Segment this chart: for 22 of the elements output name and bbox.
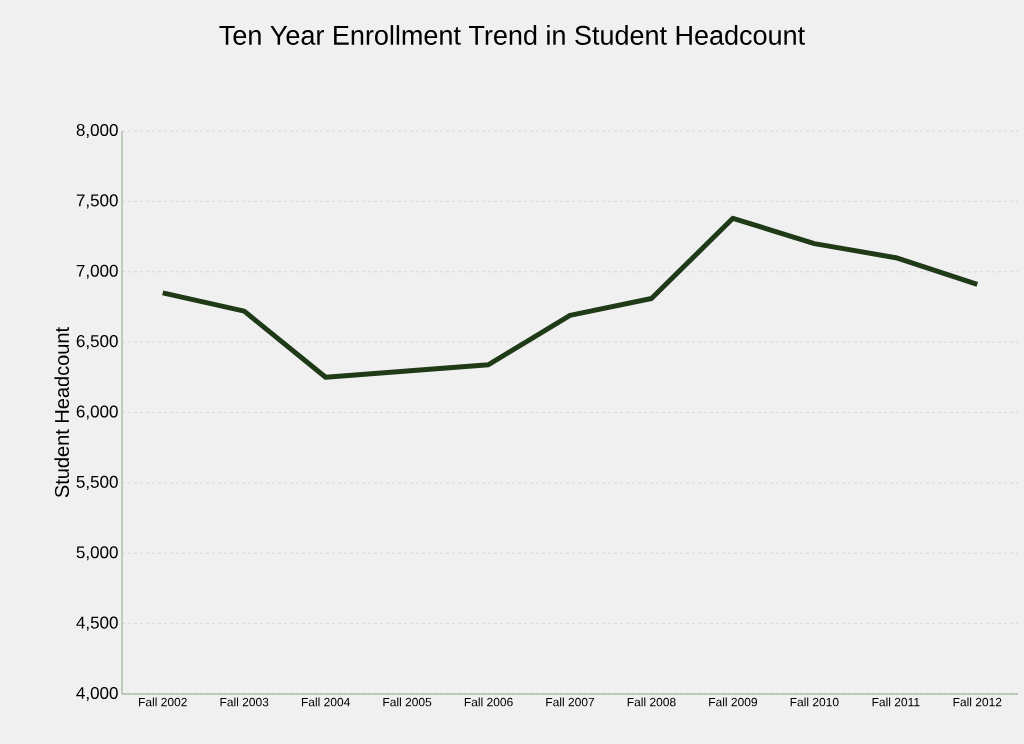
y-tick-label: 5,500	[76, 475, 118, 490]
y-tick-label: 4,500	[76, 616, 118, 631]
x-tick-label: Fall 2011	[872, 697, 920, 707]
x-tick-label: Fall 2003	[220, 697, 269, 707]
y-tick-label: 7,000	[76, 264, 118, 279]
x-tick-label: Fall 2009	[709, 697, 758, 707]
x-tick-label: Fall 2002	[139, 697, 187, 707]
x-tick-label: Fall 2007	[546, 697, 595, 707]
y-tick-label: 7,500	[76, 194, 118, 209]
y-axis-title: Student Headcount	[54, 327, 70, 498]
x-tick-label: Fall 2004	[301, 697, 350, 707]
y-tick-label: 5,000	[76, 546, 118, 561]
y-tick-label: 6,000	[76, 405, 118, 420]
x-tick-label: Fall 2008	[627, 697, 676, 707]
y-tick-label: 6,500	[76, 335, 118, 350]
y-tick-label: 8,000	[76, 123, 118, 139]
x-tick-label: Fall 2006	[464, 697, 513, 707]
y-tick-label: 4,000	[76, 686, 118, 702]
chart-title: Ten Year Enrollment Trend in Student Headcount	[219, 25, 805, 45]
x-tick-label: Fall 2012	[953, 697, 1002, 707]
x-tick-label: Fall 2005	[383, 697, 432, 707]
x-tick-label: Fall 2010	[790, 697, 839, 707]
